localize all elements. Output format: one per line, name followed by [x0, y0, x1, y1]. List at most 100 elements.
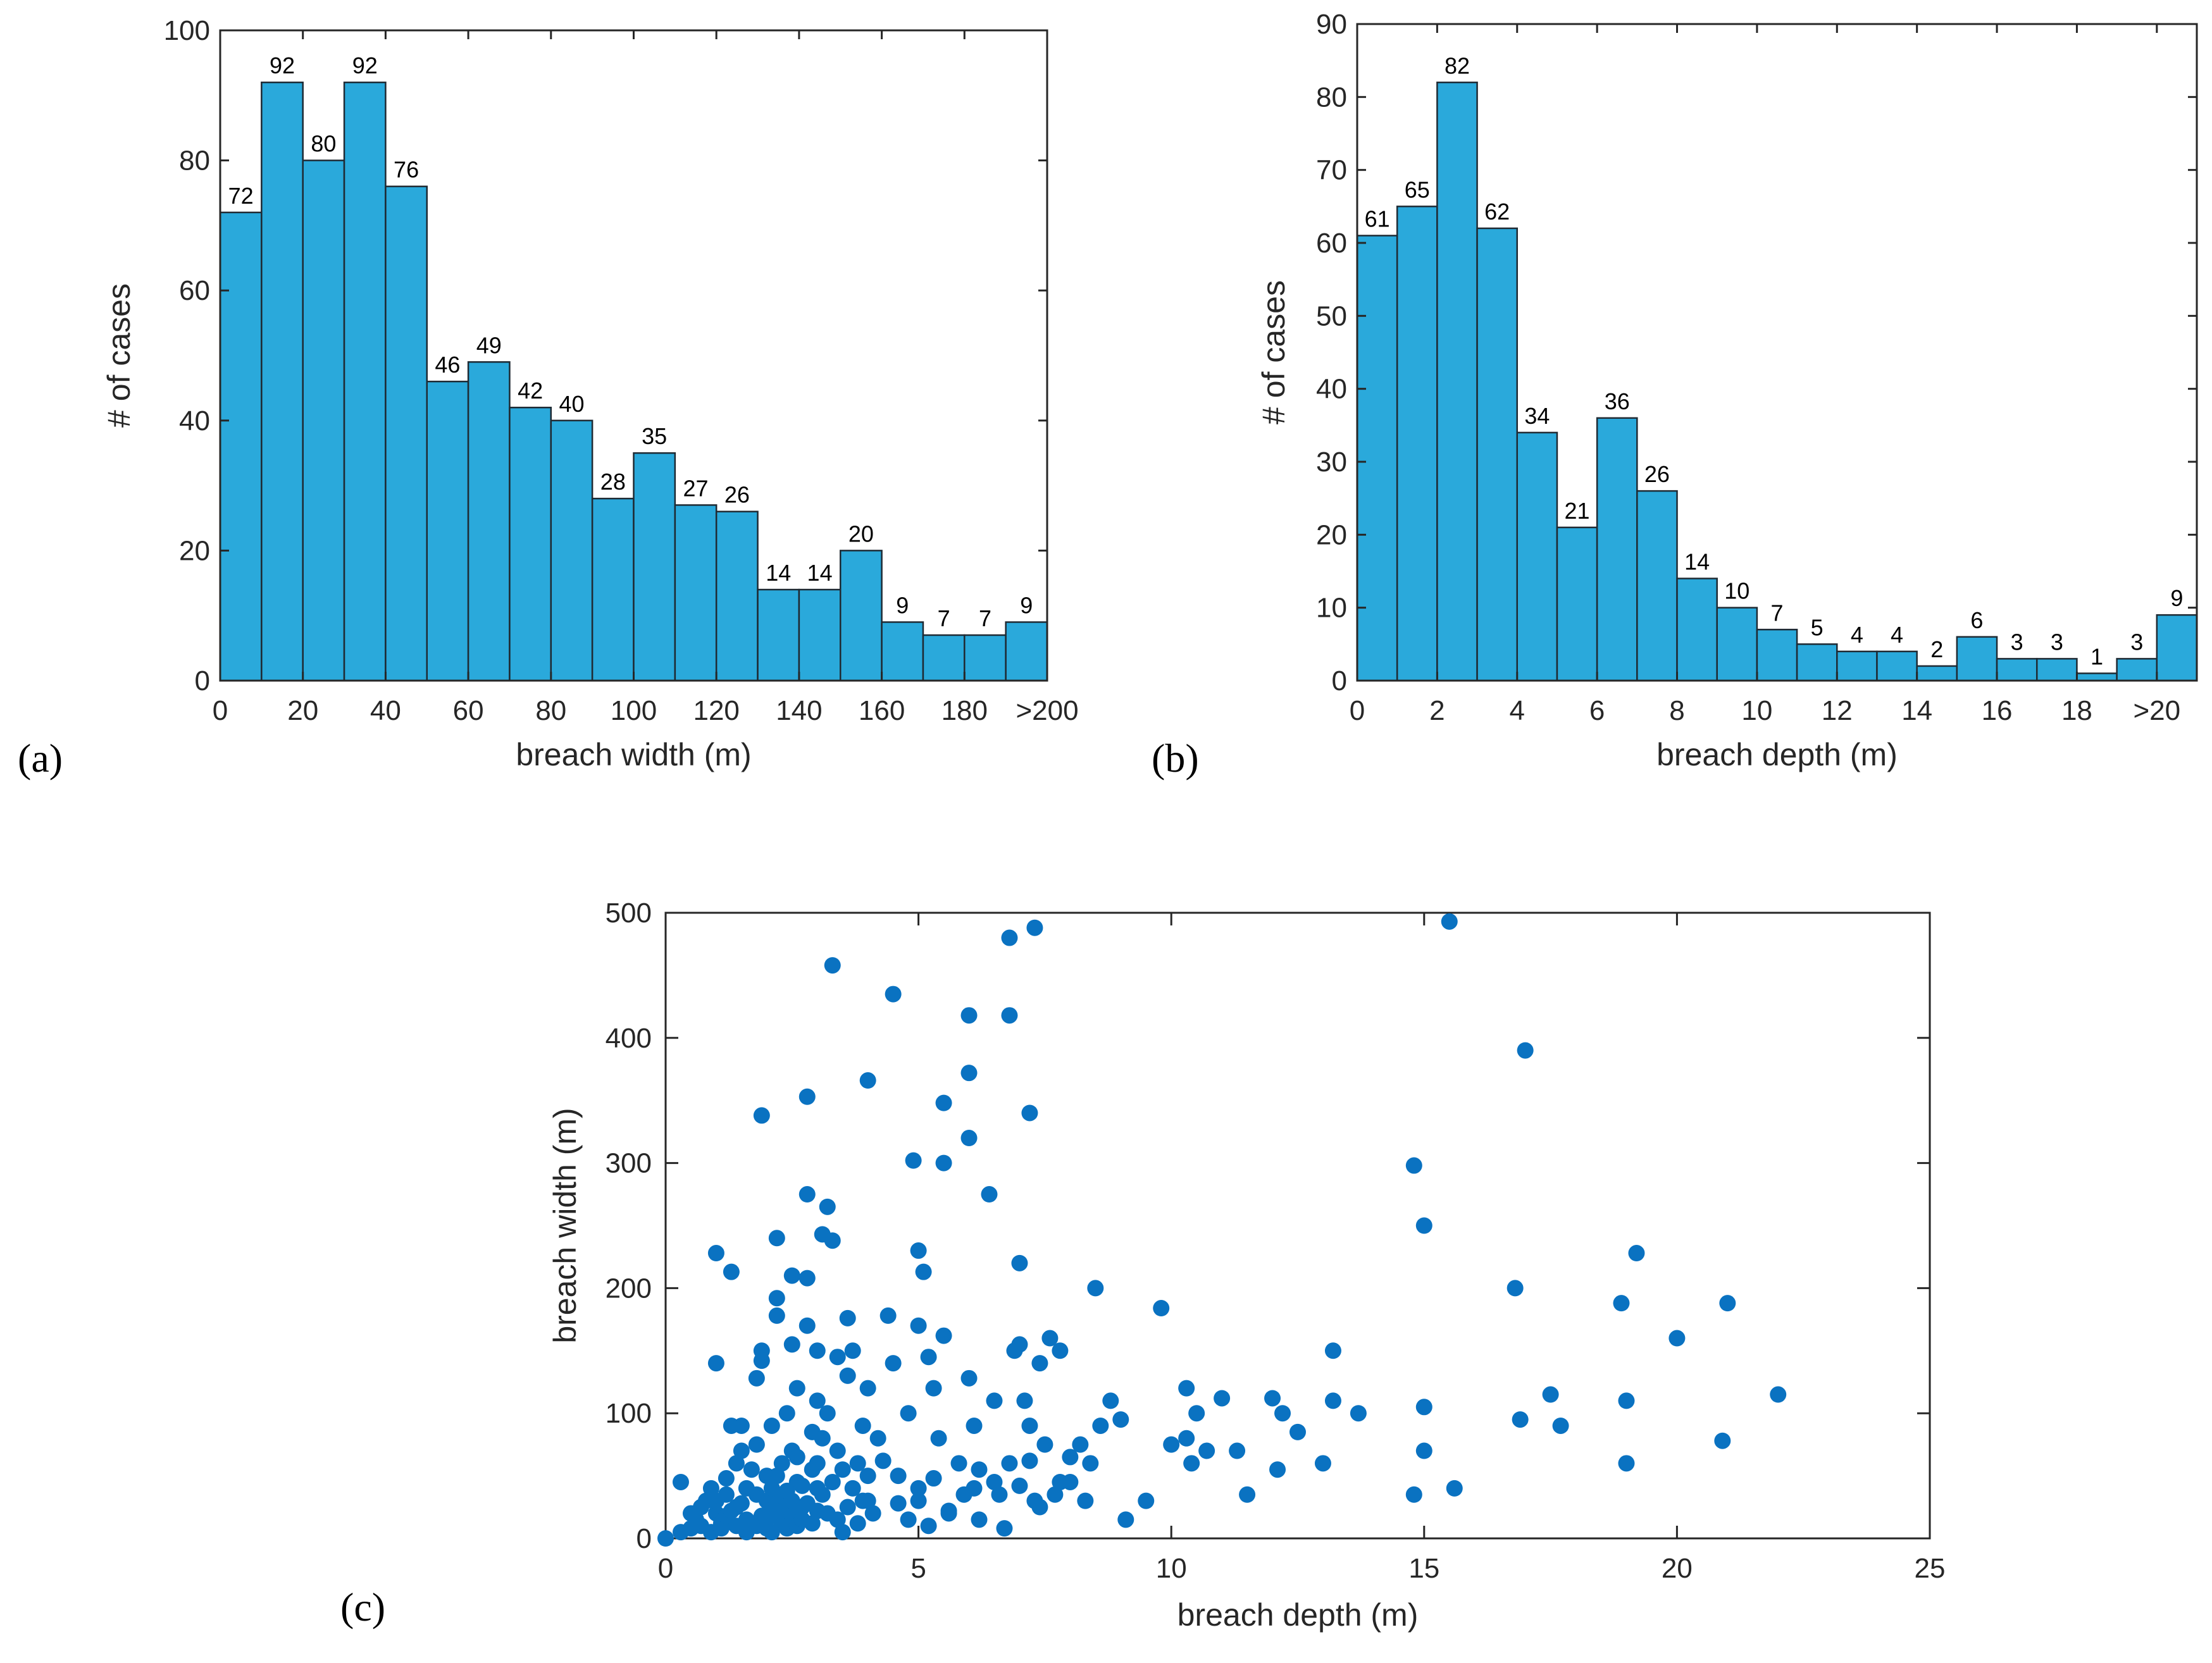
bar-value-label-3: 62: [1484, 199, 1510, 225]
x-tick-label-5: 10: [1741, 695, 1772, 726]
scatter-point-80: [910, 1317, 927, 1334]
scatter-point-91: [950, 1455, 967, 1472]
y-tick-label-2: 20: [1316, 519, 1347, 550]
y-axis-label: # of cases: [101, 283, 137, 428]
scatter-point-198: [814, 1486, 831, 1503]
scatter-point-220: [1021, 1452, 1038, 1469]
bar-value-label-0: 61: [1365, 206, 1390, 232]
bar-value-label-9: 10: [1724, 578, 1749, 604]
y-tick-label-1: 100: [606, 1398, 652, 1429]
scatter-point-208: [864, 1505, 881, 1522]
bar-value-label-10: 7: [1770, 600, 1783, 626]
bar-5: [1556, 526, 1598, 682]
scatter-point-205: [849, 1515, 866, 1532]
x-tick-label-1: 20: [287, 695, 318, 726]
scatter-point-13: [718, 1470, 735, 1487]
scatter-point-111: [1026, 919, 1043, 936]
y-tick-label-3: 30: [1316, 447, 1347, 478]
scatter-point-48: [798, 1317, 816, 1334]
scatter-point-203: [839, 1499, 856, 1516]
scatter-point-158: [1618, 1392, 1635, 1409]
scatter-point-164: [1770, 1386, 1787, 1403]
y-tick-label-4: 400: [606, 1023, 652, 1054]
bar-18: [964, 634, 1007, 682]
scatter-point-63: [834, 1524, 851, 1541]
bar-value-label-4: 76: [394, 157, 419, 183]
x-tick-label-1: 2: [1429, 695, 1445, 726]
scatter-point-64: [839, 1309, 856, 1326]
bar-value-label-14: 2: [1930, 636, 1943, 662]
y-tick-label-5: 500: [606, 898, 652, 929]
bar-7: [1636, 490, 1678, 682]
scatter-point-23: [748, 1369, 765, 1387]
bar-16: [1996, 658, 2038, 682]
scatter-point-167: [702, 1480, 719, 1497]
scatter-point-85: [925, 1380, 942, 1397]
scatter-point-120: [1082, 1455, 1099, 1472]
bar-value-label-14: 14: [807, 560, 833, 586]
scatter-point-212: [910, 1492, 927, 1509]
bar-0: [1356, 235, 1398, 682]
y-tick-label-4: 80: [179, 145, 210, 176]
scatter-point-98: [971, 1511, 988, 1528]
bar-value-label-3: 92: [352, 53, 378, 78]
x-tick-label-9: 18: [2061, 695, 2092, 726]
scatter-point-211: [900, 1511, 917, 1528]
scatter-point-116: [1052, 1342, 1069, 1359]
axes-box: [1356, 23, 2198, 682]
scatter-point-122: [1092, 1417, 1109, 1434]
x-axis-label: breach depth (m): [1656, 737, 1898, 772]
x-tick-label-0: 0: [213, 695, 228, 726]
scatter-point-192: [793, 1477, 811, 1494]
scatter-point-222: [1047, 1486, 1064, 1503]
scatter-point-96: [966, 1417, 983, 1434]
panel-label: (b): [1152, 736, 1199, 781]
bar-16: [881, 621, 924, 682]
x-tick-label-10: >20: [2133, 695, 2180, 726]
scatter-point-83: [920, 1349, 937, 1366]
scatter-point-150: [1441, 913, 1458, 930]
bar-3: [343, 81, 387, 682]
bar-13: [757, 588, 800, 682]
scatter-point-92: [960, 1007, 978, 1024]
bar-value-label-17: 7: [938, 605, 950, 631]
scatter-point-119: [1072, 1436, 1089, 1453]
x-tick-label-6: 120: [693, 695, 739, 726]
scatter-point-102: [1001, 929, 1018, 946]
bar-value-label-1: 65: [1405, 176, 1430, 202]
bar-value-label-15: 6: [1970, 607, 1983, 633]
scatter-point-8: [707, 1245, 724, 1262]
scatter-point-135: [1229, 1442, 1246, 1459]
scatter-point-32: [763, 1417, 780, 1434]
scatter-point-223: [1062, 1473, 1079, 1490]
scatter-point-104: [1001, 1455, 1018, 1472]
bar-0: [219, 211, 263, 682]
y-tick-label-5: 100: [164, 15, 210, 46]
scatter-point-113: [1031, 1355, 1048, 1372]
scatter-point-61: [829, 1349, 846, 1366]
bar-value-label-12: 26: [724, 482, 750, 508]
bar-value-label-2: 82: [1445, 53, 1470, 78]
bar-15: [1956, 636, 1998, 682]
scatter-point-38: [778, 1405, 795, 1422]
bar-value-label-19: 3: [2130, 629, 2143, 655]
scatter-point-46: [798, 1088, 816, 1105]
scatter-point-168: [707, 1492, 724, 1509]
x-tick-label-3: 15: [1408, 1553, 1439, 1584]
bar-13: [1876, 650, 1918, 682]
bar-value-label-5: 21: [1565, 498, 1590, 524]
y-axis-label: breach width (m): [547, 1108, 583, 1343]
bar-value-label-9: 28: [600, 469, 626, 495]
scatter-point-70: [859, 1380, 876, 1397]
scatter-point-88: [935, 1154, 952, 1172]
scatter-point-94: [960, 1130, 978, 1147]
scatter-point-68: [854, 1417, 871, 1434]
y-tick-label-6: 60: [1316, 228, 1347, 259]
bar-value-label-10: 35: [642, 423, 667, 449]
scatter-point-115: [1041, 1330, 1059, 1347]
scatter-point-163: [1719, 1295, 1736, 1312]
bar-6: [467, 361, 511, 682]
x-axis-label: breach width (m): [516, 737, 751, 772]
scatter-point-162: [1714, 1432, 1731, 1449]
